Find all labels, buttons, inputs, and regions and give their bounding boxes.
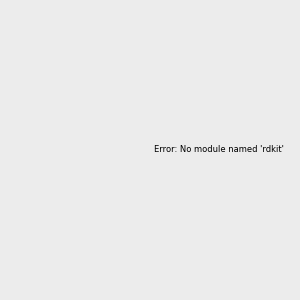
- Text: Error: No module named 'rdkit': Error: No module named 'rdkit': [154, 145, 284, 154]
